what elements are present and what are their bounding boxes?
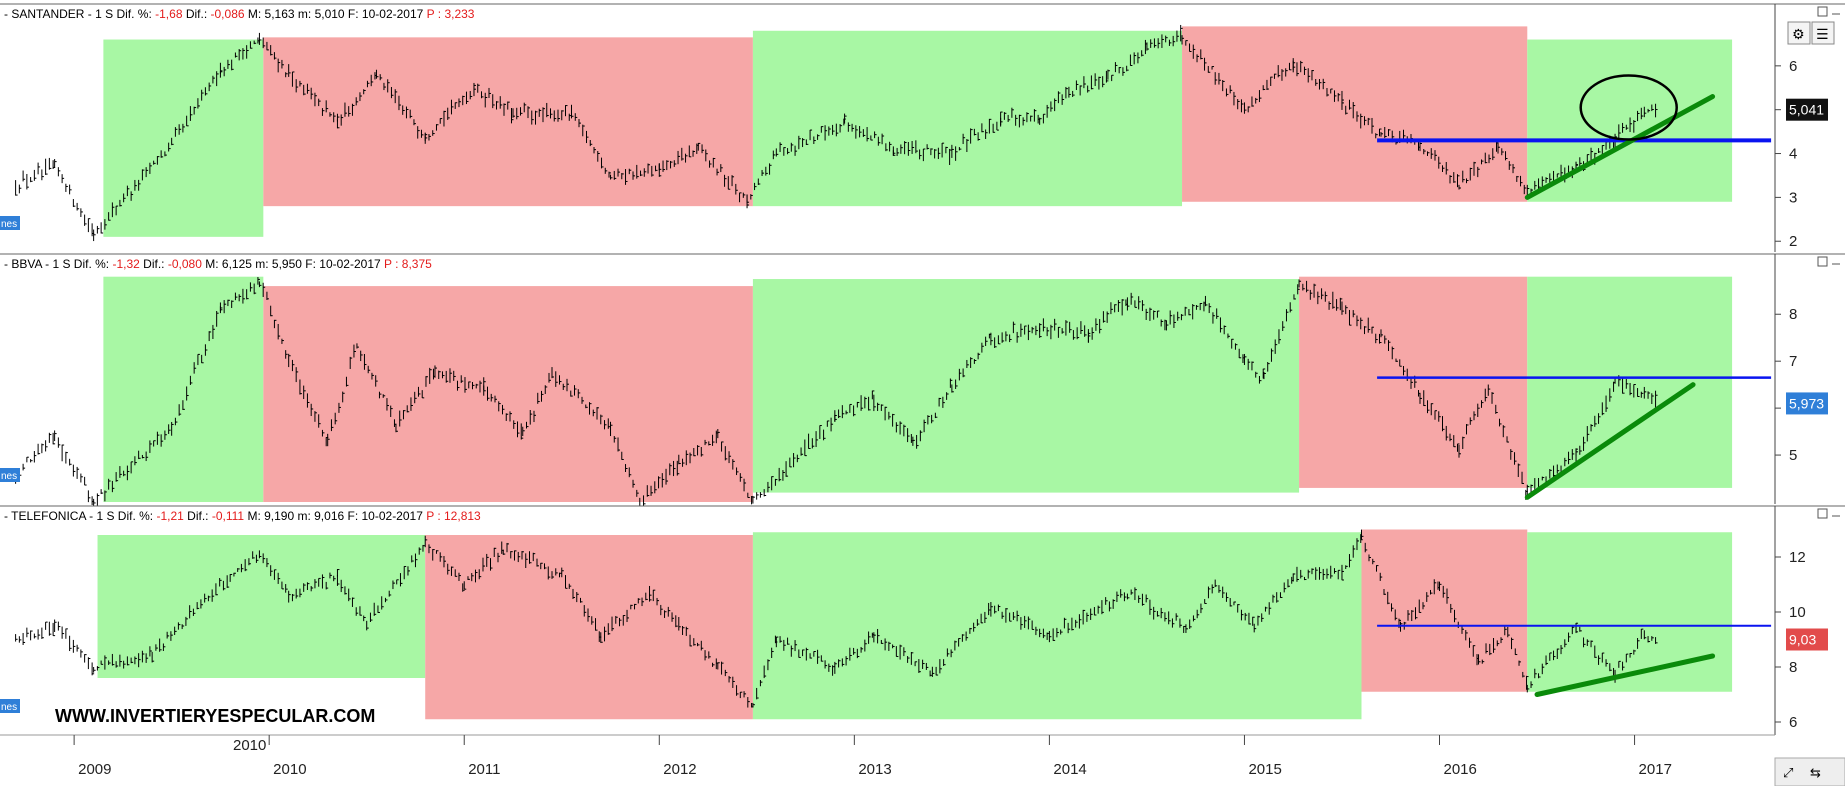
x-tick-label: 2013 [858,761,891,778]
header-background [0,255,520,271]
trend-line [1524,94,1716,200]
panel-header: - SANTANDER - 1 S Dif. %: -1,68 Dif.: -0… [4,7,475,21]
x-tick-label: 2011 [468,761,500,778]
price-tag-label: 5,973 [1789,395,1824,411]
y-tick-label: 2 [1789,233,1797,250]
left-tag [0,699,20,713]
bottom-toolbar[interactable]: ⤢ ⇆ [1774,757,1845,786]
price-bars [15,24,1658,242]
y-tick-label: 6 [1789,714,1797,731]
zoom-icon[interactable]: ⤢ [1783,766,1793,781]
zone-bear-1 [263,37,753,207]
price-tag [1786,392,1828,415]
zone-bear-1 [425,535,753,720]
zone-bull-2 [752,30,1183,207]
zone-bear-1 [263,286,753,502]
y-tick-label: 12 [1789,549,1806,566]
y-tick-label: 5 [1789,447,1797,464]
x-tick-label: 2014 [1053,761,1086,778]
price-bars [15,529,1658,708]
y-tick-label: 6 [1789,58,1797,75]
y-tick-label: 3 [1789,189,1797,206]
watermark-text: WWW.INVERTIERYESPECULAR.COM [55,706,375,726]
trend-line [1534,653,1716,697]
zone-bear-3 [1182,26,1528,202]
zone-bull-4 [1527,532,1733,692]
scroll-icon[interactable]: ⇆ [1810,766,1821,781]
y-tick-label: 7 [1789,353,1797,370]
x-axis: 2009 2010 2011 2012 2013 2014 2015 2016 2017 [0,734,1775,778]
x-tick-label: 2016 [1444,761,1477,778]
price-tag [1786,98,1828,121]
panel-restore-icon [1817,256,1828,267]
panel-header: - BBVA - 1 S Dif. %: -1,32 Dif.: -0,080 … [4,257,432,271]
left-tag [0,468,20,482]
price-tag-label: 5,041 [1789,102,1824,118]
zone-bull-4 [1527,276,1733,488]
left-tag-label: nes [1,219,17,230]
chart-menu-icon[interactable]: ☰ [1816,27,1829,43]
left-tag [0,216,20,230]
panel-restore-icon [1817,6,1828,17]
year-marker-label: 2010 [233,737,266,754]
price-tag-label: 9,03 [1789,632,1816,648]
price-tag [1786,628,1828,651]
zone-bull-0 [103,39,264,237]
panel-header: - TELEFONICA - 1 S Dif. %: -1,21 Dif.: -… [4,509,481,523]
zone-bull-2 [752,279,1300,493]
chart-settings-icon[interactable]: ⚙ [1792,27,1805,43]
zone-bull-2 [752,532,1362,720]
y-tick-label: 8 [1789,306,1797,323]
highlight-circle [1579,74,1678,141]
x-tick-label: 2012 [663,761,696,778]
zone-bear-3 [1299,276,1528,488]
y-tick-label: 4 [1789,146,1797,163]
left-tag-label: nes [1,702,17,713]
chart-panel-telefonica: 6 8 10 12 9,03 nes - TELEFONICA - 1 S Dif. %: … [0,505,1845,735]
x-tick-label: 2015 [1248,761,1281,778]
chart-toolbar[interactable]: ⚙ ☰ [1787,21,1835,45]
x-tick-label: 2017 [1639,761,1672,778]
x-tick-label: 2009 [78,761,111,778]
left-tag-label: nes [1,471,17,482]
x-tick-label: 2010 [273,761,306,778]
zone-bear-3 [1361,529,1528,692]
header-background [0,5,520,21]
panel-restore-icon [1817,508,1828,519]
trend-line [1524,382,1696,500]
y-tick-label: 10 [1789,604,1806,621]
y-tick-label: 8 [1789,659,1797,676]
header-background [0,507,520,523]
zone-bull-0 [103,276,264,502]
